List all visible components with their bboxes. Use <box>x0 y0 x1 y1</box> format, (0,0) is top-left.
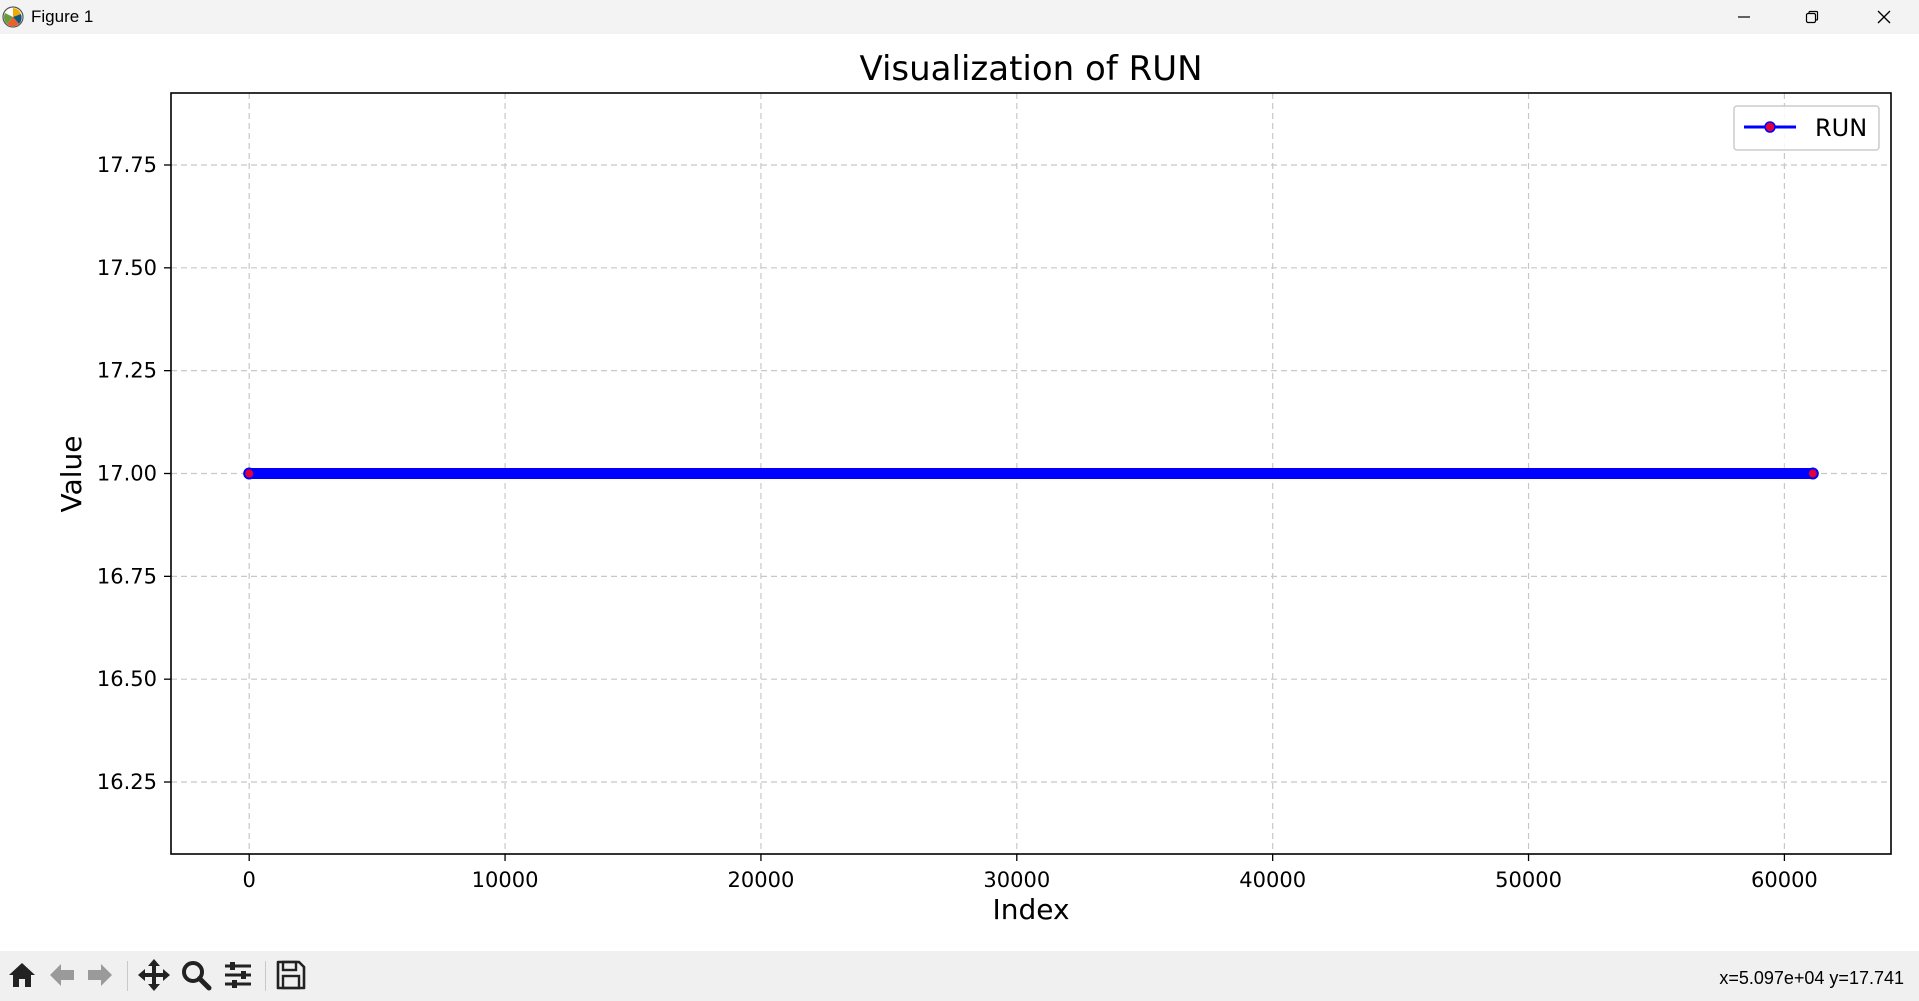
navigation-toolbar: x=5.097e+04 y=17.741 <box>0 951 1919 1001</box>
home-button[interactable] <box>4 959 40 995</box>
arrow-right-icon <box>84 959 116 995</box>
series-marker-run <box>243 467 256 480</box>
legend-label-run: RUN <box>1815 114 1867 142</box>
chart-svg: 0 10000 20000 30000 40000 50000 60000 16.25 16.5… <box>55 49 1892 926</box>
close-button[interactable] <box>1850 0 1918 34</box>
y-tick-label: 16.50 <box>97 667 157 691</box>
minimize-icon <box>1736 9 1752 25</box>
matplotlib-logo-icon <box>2 6 24 28</box>
configure-subplots-button[interactable] <box>220 959 256 995</box>
y-tick-label: 17.50 <box>97 256 157 280</box>
zoom-button[interactable] <box>178 959 214 995</box>
x-tick-label: 50000 <box>1495 868 1562 892</box>
cursor-coordinates-readout: x=5.097e+04 y=17.741 <box>1719 968 1904 988</box>
legend: RUN <box>1733 105 1880 151</box>
y-tick-label: 16.25 <box>97 770 157 794</box>
home-icon <box>6 959 38 995</box>
y-axis-label: Value <box>55 436 88 513</box>
x-tick-label: 30000 <box>983 868 1050 892</box>
back-button[interactable] <box>44 959 80 995</box>
restore-icon <box>1804 9 1820 25</box>
y-tick-label: 17.00 <box>97 462 157 486</box>
save-button[interactable] <box>273 959 309 995</box>
restore-button[interactable] <box>1778 0 1846 34</box>
minimize-button[interactable] <box>1710 0 1778 34</box>
x-tick-label: 40000 <box>1239 868 1306 892</box>
x-tick-label: 20000 <box>728 868 795 892</box>
move-icon <box>137 958 171 996</box>
legend-box <box>1733 105 1880 151</box>
legend-marker-swatch <box>1764 121 1776 133</box>
magnifier-icon <box>180 959 212 995</box>
pan-button[interactable] <box>136 959 172 995</box>
forward-button[interactable] <box>82 959 118 995</box>
y-tick-label: 17.25 <box>97 359 157 383</box>
title-bar: Figure 1 <box>0 0 1919 34</box>
x-tick-label: 10000 <box>472 868 539 892</box>
plot-canvas[interactable]: 0 10000 20000 30000 40000 50000 60000 16.25 16.5… <box>0 34 1919 951</box>
sliders-icon <box>222 959 254 995</box>
arrow-left-icon <box>46 959 78 995</box>
close-icon <box>1876 9 1892 25</box>
toolbar-separator <box>265 961 266 991</box>
y-tick-label: 16.75 <box>97 564 157 588</box>
toolbar-separator <box>127 961 128 991</box>
x-axis-label: Index <box>992 893 1069 926</box>
window-title: Figure 1 <box>31 7 94 26</box>
series-marker-run <box>1806 467 1819 480</box>
x-tick-label: 0 <box>243 868 256 892</box>
y-tick-label: 17.75 <box>97 153 157 177</box>
floppy-disk-icon <box>275 959 307 995</box>
x-tick-label: 60000 <box>1751 868 1818 892</box>
chart-title: Visualization of RUN <box>859 49 1202 89</box>
